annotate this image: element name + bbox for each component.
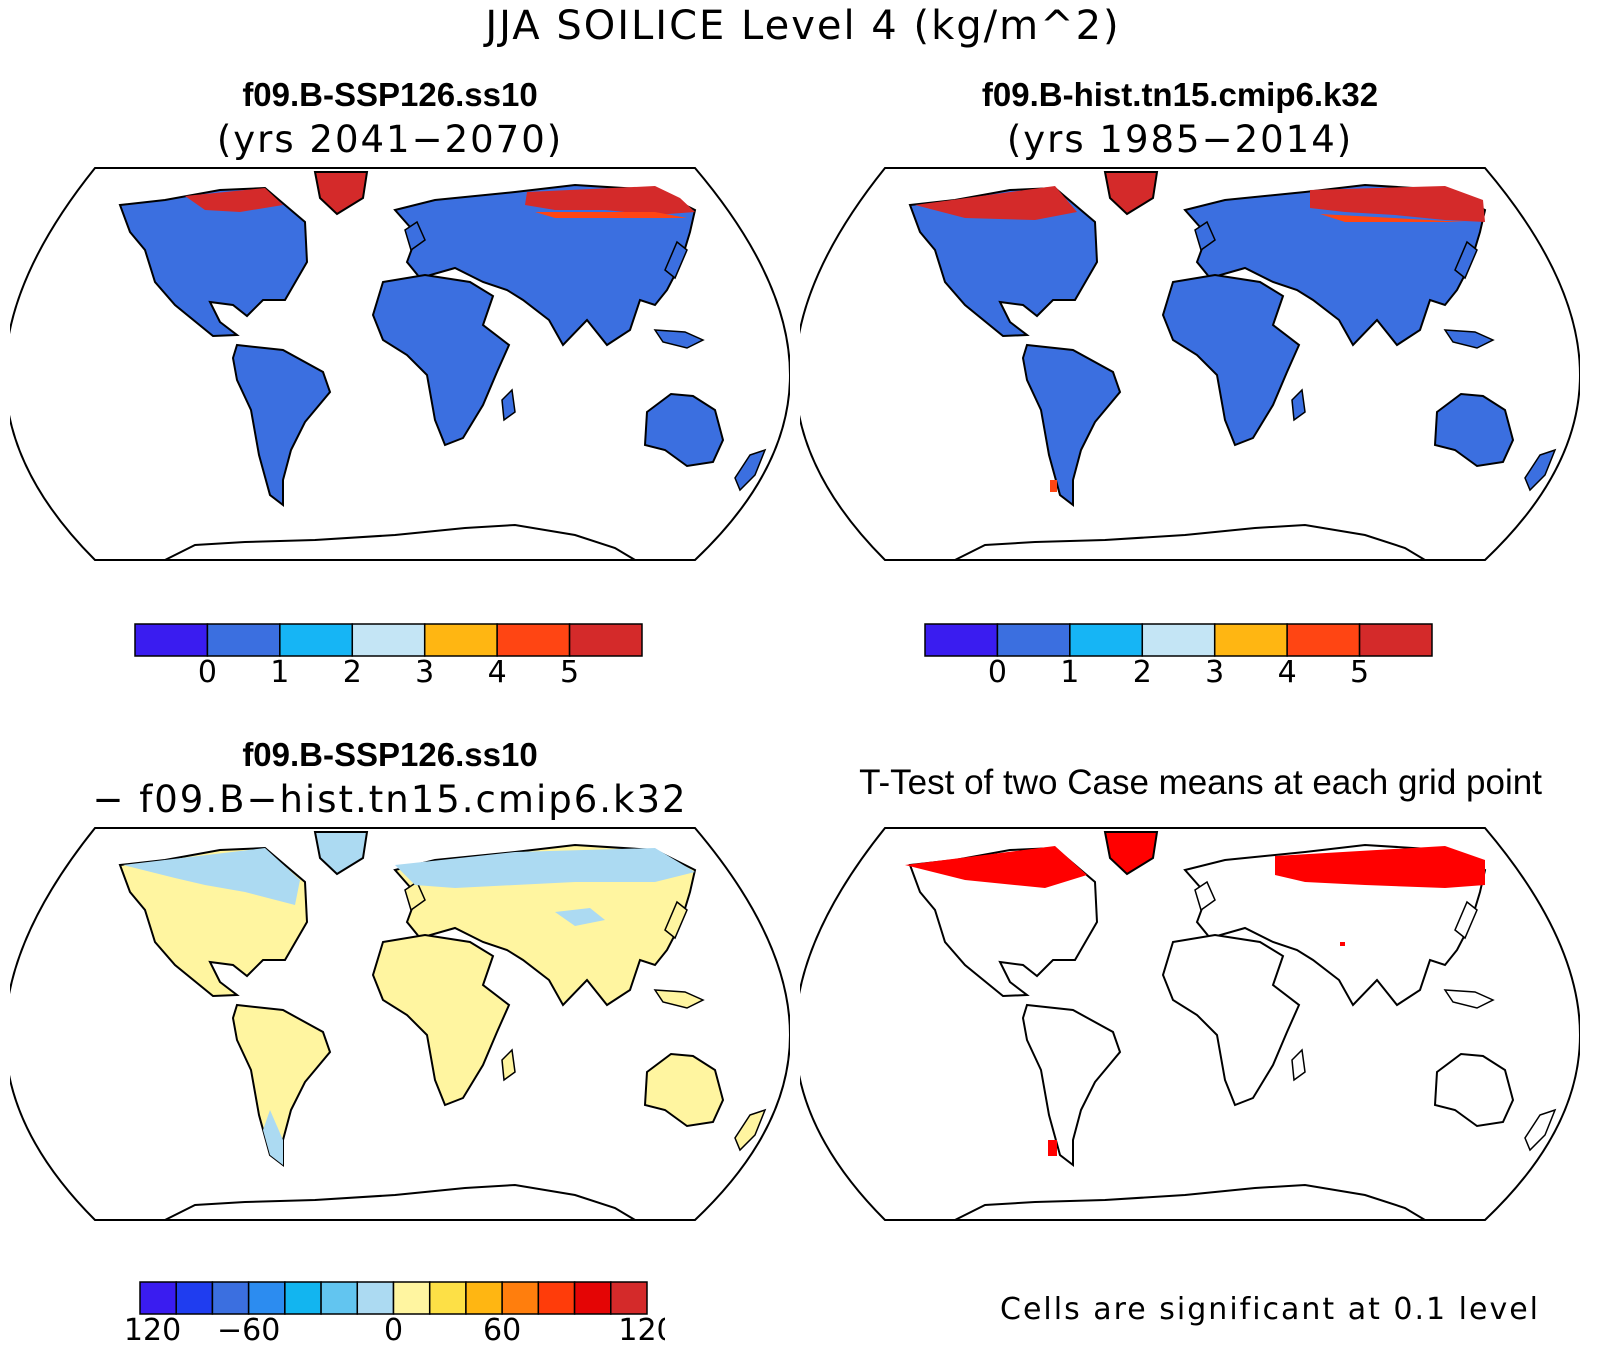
colorbar-tick-label: 4	[1278, 655, 1297, 688]
canada-arctic-high	[915, 186, 1077, 220]
colorbar-tick-label: −120	[125, 1313, 181, 1346]
colorbar-swatch	[206, 623, 281, 657]
colorbar-tick-label: 1	[270, 655, 289, 688]
colorbar-swatch	[392, 1281, 431, 1315]
colorbar-tick-label: 0	[384, 1313, 403, 1346]
arctic-soil-ice-high	[525, 186, 695, 215]
colorbar-tick-label: 120	[618, 1313, 665, 1346]
panel-subtitle-bottom-left: − f09.B−hist.tn15.cmip6.k32	[92, 778, 688, 821]
colorbar-tick-label: −60	[217, 1313, 280, 1346]
colorbar-tick-label: 1	[1060, 655, 1079, 688]
colorbar-swatch	[351, 623, 426, 657]
colorbar-bottom-left: −120 −60 0 60 120	[125, 1281, 665, 1346]
colorbar-swatch	[924, 623, 999, 657]
colorbar-swatch	[428, 1281, 467, 1315]
colorbar-tick-label: 5	[1350, 655, 1369, 688]
colorbar-swatch	[279, 623, 354, 657]
colorbar-swatch	[1141, 623, 1216, 657]
colorbar-swatch	[537, 1281, 576, 1315]
colorbar-swatch	[1358, 623, 1433, 657]
colorbar-swatch	[501, 1281, 540, 1315]
colorbar-swatch	[139, 1281, 177, 1315]
map-panel-bottom-left	[10, 827, 790, 1221]
significance-note: Cells are significant at 0.1 level	[1000, 1292, 1541, 1327]
arctic-soil-ice-high	[1310, 186, 1485, 222]
colorbar-tick-label: 2	[1133, 655, 1152, 688]
colorbar-swatch	[573, 1281, 612, 1315]
colorbar-swatch	[134, 623, 209, 657]
colorbar-swatch	[211, 1281, 250, 1315]
colorbar-swatch	[568, 623, 643, 657]
panel-title-bottom-right: T-Test of two Case means at each grid po…	[859, 763, 1542, 802]
colorbar-swatch	[496, 623, 571, 657]
colorbar-tick-label: 3	[415, 655, 434, 688]
colorbar-tick-label: 0	[198, 655, 217, 688]
colorbar-swatch	[284, 1281, 322, 1315]
colorbar-tick-label: 0	[988, 655, 1007, 688]
colorbar-swatch	[465, 1281, 503, 1315]
colorbar-swatch	[356, 1281, 395, 1315]
colorbar-swatch	[175, 1281, 214, 1315]
main-title: JJA SOILICE Level 4 (kg/m^2)	[485, 3, 1121, 49]
colorbar-swatch	[423, 623, 498, 657]
map-panel-top-left	[10, 167, 790, 561]
arctic-decrease-region	[395, 848, 695, 888]
colorbar-swatch	[247, 1281, 286, 1315]
colorbar-swatch	[1213, 623, 1288, 657]
colorbar-swatch	[610, 1281, 648, 1315]
panel-title-bottom-left: f09.B-SSP126.ss10	[242, 736, 538, 773]
colorbar-swatch	[320, 1281, 359, 1315]
colorbar-tick-label: 4	[488, 655, 507, 688]
colorbar-top-right: 0 1 2 3 4 5	[924, 623, 1433, 688]
colorbar-tick-label: 3	[1205, 655, 1224, 688]
colorbar-top-left: 0 1 2 3 4 5	[134, 623, 643, 688]
canada-decrease-region	[123, 848, 300, 905]
significant-cells-eurasia	[1275, 846, 1485, 888]
colorbar-swatch	[1286, 623, 1361, 657]
panel-subtitle-top-right: (yrs 1985−2014)	[1006, 118, 1354, 161]
canada-arctic-high	[185, 188, 283, 212]
colorbar-tick-label: 60	[483, 1313, 521, 1346]
panel-title-top-right: f09.B-hist.tn15.cmip6.k32	[981, 76, 1379, 113]
map-panel-top-right	[800, 167, 1580, 561]
colorbar-swatch	[1069, 623, 1144, 657]
panel-title-top-left: f09.B-SSP126.ss10	[242, 76, 538, 113]
panel-subtitle-top-left: (yrs 2041−2070)	[216, 118, 564, 161]
map-panel-bottom-right	[800, 827, 1580, 1221]
colorbar-tick-label: 5	[560, 655, 579, 688]
colorbar-tick-label: 2	[343, 655, 362, 688]
significant-cells-canada	[905, 846, 1087, 888]
colorbar-swatch	[996, 623, 1071, 657]
